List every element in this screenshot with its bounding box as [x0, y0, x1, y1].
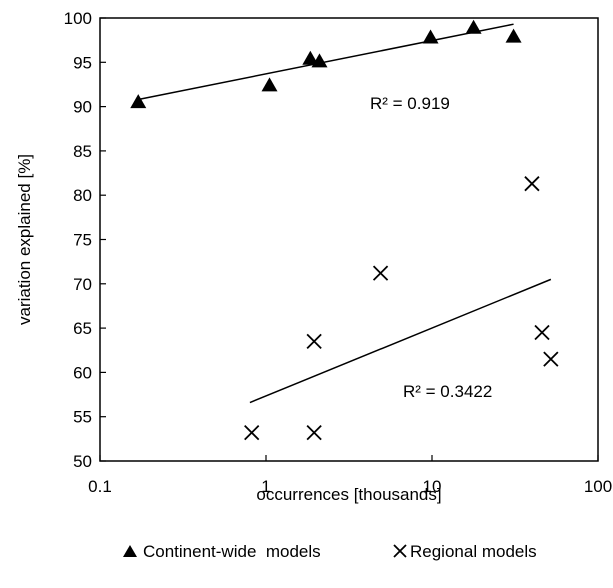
y-tick-label: 60 [73, 363, 92, 382]
y-tick-label: 50 [73, 452, 92, 471]
trendline-continent [138, 23, 514, 101]
y-tick-label: 80 [73, 186, 92, 205]
legend-label-regional: Regional models [410, 542, 537, 561]
y-tick-label: 75 [73, 231, 92, 250]
trendline-regional [249, 278, 552, 404]
x-axis-title: occurrences [thousands] [256, 485, 441, 504]
y-tick-label: 70 [73, 275, 92, 294]
plot-area [99, 17, 599, 462]
y-tick-label: 95 [73, 53, 92, 72]
point-continent [311, 53, 328, 68]
point-continent [261, 77, 278, 92]
point-continent [302, 50, 319, 65]
trendlines [138, 23, 552, 404]
legend: Continent-wide models Regional models [123, 542, 537, 561]
point-regional [524, 176, 540, 192]
r2-label-regional: R² = 0.3422 [403, 382, 492, 401]
legend-triangle-marker [123, 545, 137, 557]
point-regional [372, 265, 389, 281]
point-regional [306, 333, 322, 350]
y-tick-label: 85 [73, 142, 92, 161]
x-tick-label: 1 [261, 477, 270, 496]
y-tick-label: 55 [73, 408, 92, 427]
point-continent [130, 94, 147, 109]
point-continent [422, 29, 439, 44]
point-regional [543, 351, 559, 367]
point-continent [505, 28, 522, 43]
point-regional [306, 425, 322, 441]
r2-label-continent: R² = 0.919 [370, 94, 450, 113]
x-tick-label: 10 [423, 477, 442, 496]
y-axis-title: variation explained [%] [15, 154, 34, 325]
point-continent [465, 19, 482, 34]
point-regional [534, 324, 550, 341]
y-tick-label: 100 [64, 9, 92, 28]
y-tick-label: 90 [73, 98, 92, 117]
y-tick-label: 65 [73, 319, 92, 338]
data-points [130, 19, 559, 441]
x-axis-ticks: 0.1 1 10 100 [88, 455, 612, 496]
r2-annotations: R² = 0.919 R² = 0.3422 [370, 94, 492, 401]
legend-label-continent: Continent-wide models [143, 542, 321, 561]
x-tick-label: 0.1 [88, 477, 112, 496]
y-axis-ticks: 50 55 60 65 70 75 80 85 90 95 100 [64, 9, 106, 471]
x-tick-label: 100 [584, 477, 612, 496]
legend-x-marker [393, 544, 407, 558]
point-regional [244, 425, 260, 441]
